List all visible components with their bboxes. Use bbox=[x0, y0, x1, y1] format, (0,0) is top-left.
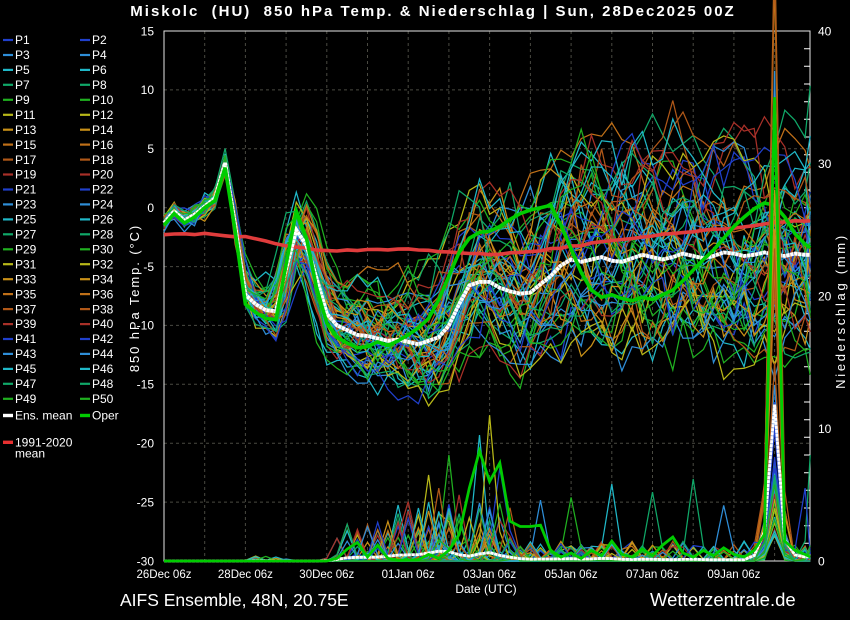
svg-text:P45: P45 bbox=[15, 362, 37, 376]
svg-text:-30: -30 bbox=[137, 554, 155, 568]
svg-text:P36: P36 bbox=[92, 287, 114, 301]
svg-text:-25: -25 bbox=[137, 495, 155, 509]
svg-text:P5: P5 bbox=[15, 63, 30, 77]
svg-text:-20: -20 bbox=[137, 437, 155, 451]
svg-text:P3: P3 bbox=[15, 48, 30, 62]
svg-text:1991-2020: 1991-2020 bbox=[15, 436, 73, 450]
svg-text:05Jan 06z: 05Jan 06z bbox=[545, 569, 598, 581]
svg-text:Miskolc (HU) 850 hPa Temp. &: Miskolc (HU) 850 hPa Temp. & Niederschla… bbox=[130, 3, 735, 20]
svg-text:P17: P17 bbox=[15, 153, 37, 167]
svg-text:P48: P48 bbox=[92, 377, 114, 391]
svg-text:P40: P40 bbox=[92, 317, 114, 331]
svg-text:P34: P34 bbox=[92, 272, 114, 286]
svg-text:P46: P46 bbox=[92, 362, 114, 376]
svg-text:P25: P25 bbox=[15, 213, 37, 227]
svg-text:P31: P31 bbox=[15, 257, 37, 271]
svg-text:P24: P24 bbox=[92, 198, 114, 212]
svg-text:P23: P23 bbox=[15, 198, 37, 212]
svg-text:Wetterzentrale.de: Wetterzentrale.de bbox=[650, 589, 796, 610]
svg-text:P7: P7 bbox=[15, 78, 30, 92]
svg-text:Ens. mean: Ens. mean bbox=[15, 409, 72, 423]
svg-text:P42: P42 bbox=[92, 332, 114, 346]
svg-text:P41: P41 bbox=[15, 332, 37, 346]
svg-text:0: 0 bbox=[147, 201, 154, 215]
svg-text:P32: P32 bbox=[92, 257, 114, 271]
svg-text:P19: P19 bbox=[15, 168, 37, 182]
svg-text:10: 10 bbox=[141, 83, 155, 97]
svg-text:P1: P1 bbox=[15, 33, 30, 47]
svg-text:P29: P29 bbox=[15, 243, 37, 257]
svg-text:15: 15 bbox=[141, 24, 155, 38]
svg-text:P4: P4 bbox=[92, 48, 107, 62]
svg-text:-15: -15 bbox=[137, 378, 155, 392]
svg-text:P21: P21 bbox=[15, 183, 37, 197]
svg-text:P26: P26 bbox=[92, 213, 114, 227]
svg-text:P27: P27 bbox=[15, 228, 37, 242]
svg-text:mean: mean bbox=[15, 447, 45, 461]
svg-text:P14: P14 bbox=[92, 123, 114, 137]
svg-text:30Dec 06z: 30Dec 06z bbox=[299, 569, 354, 581]
svg-text:P18: P18 bbox=[92, 153, 114, 167]
svg-text:0: 0 bbox=[818, 554, 825, 568]
svg-text:P37: P37 bbox=[15, 302, 37, 316]
svg-text:AIFS Ensemble, 48N, 20.75E: AIFS Ensemble, 48N, 20.75E bbox=[120, 590, 349, 610]
svg-text:P13: P13 bbox=[15, 123, 37, 137]
svg-text:20: 20 bbox=[818, 289, 832, 303]
svg-text:30: 30 bbox=[818, 157, 832, 171]
svg-text:P44: P44 bbox=[92, 347, 114, 361]
svg-text:07Jan 06z: 07Jan 06z bbox=[626, 569, 679, 581]
svg-text:40: 40 bbox=[818, 24, 832, 38]
svg-text:P16: P16 bbox=[92, 138, 114, 152]
svg-text:P11: P11 bbox=[15, 108, 36, 122]
svg-text:P22: P22 bbox=[92, 183, 114, 197]
svg-text:P8: P8 bbox=[92, 78, 107, 92]
svg-text:P10: P10 bbox=[92, 93, 114, 107]
svg-text:P50: P50 bbox=[92, 392, 114, 406]
svg-text:Niederschlag (mm): Niederschlag (mm) bbox=[833, 233, 848, 389]
svg-text:03Jan 06z: 03Jan 06z bbox=[463, 569, 516, 581]
svg-text:P6: P6 bbox=[92, 63, 107, 77]
svg-text:P38: P38 bbox=[92, 302, 114, 316]
svg-text:850 hPa Temp. (°C): 850 hPa Temp. (°C) bbox=[127, 224, 142, 372]
svg-text:5: 5 bbox=[147, 142, 154, 156]
svg-text:P47: P47 bbox=[15, 377, 37, 391]
svg-text:P35: P35 bbox=[15, 287, 37, 301]
svg-text:Oper: Oper bbox=[92, 409, 119, 423]
svg-text:-10: -10 bbox=[137, 319, 155, 333]
svg-text:-5: -5 bbox=[143, 260, 154, 274]
svg-text:P28: P28 bbox=[92, 228, 114, 242]
svg-text:10: 10 bbox=[818, 422, 832, 436]
svg-text:P20: P20 bbox=[92, 168, 114, 182]
svg-text:26Dec 06z: 26Dec 06z bbox=[137, 569, 192, 581]
svg-text:P39: P39 bbox=[15, 317, 37, 331]
svg-text:P33: P33 bbox=[15, 272, 37, 286]
svg-text:P15: P15 bbox=[15, 138, 37, 152]
svg-text:P12: P12 bbox=[92, 108, 114, 122]
svg-text:P2: P2 bbox=[92, 33, 107, 47]
svg-text:P43: P43 bbox=[15, 347, 37, 361]
svg-text:01Jan 06z: 01Jan 06z bbox=[382, 569, 435, 581]
svg-text:Date (UTC): Date (UTC) bbox=[455, 582, 516, 596]
svg-text:28Dec 06z: 28Dec 06z bbox=[218, 569, 273, 581]
svg-text:P9: P9 bbox=[15, 93, 30, 107]
svg-text:P30: P30 bbox=[92, 243, 114, 257]
svg-text:P49: P49 bbox=[15, 392, 37, 406]
svg-text:09Jan 06z: 09Jan 06z bbox=[707, 569, 760, 581]
